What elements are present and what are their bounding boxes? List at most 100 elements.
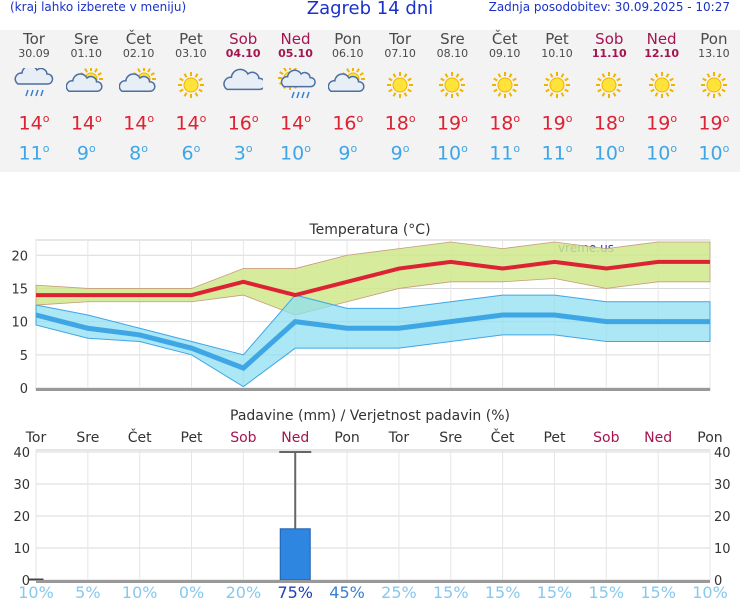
sun-icon xyxy=(485,68,525,102)
precipitation-probability: 15% xyxy=(640,583,676,600)
day-column: Ned 05.10 14o 10o xyxy=(270,30,322,167)
day-column: Sre 08.10 19o 10o xyxy=(426,30,478,167)
min-temp: 9o xyxy=(76,142,96,165)
precipitation-probability: 20% xyxy=(226,583,262,600)
precipitation-day-label: Pon xyxy=(697,430,722,446)
day-name: Čet xyxy=(125,30,152,48)
precipitation-probability: 10% xyxy=(122,583,158,600)
precipitation-y-tick-left: 10 xyxy=(13,542,30,557)
day-name: Ned xyxy=(646,30,677,48)
day-name: Ned xyxy=(280,30,311,48)
temperature-y-tick: 20 xyxy=(11,249,28,264)
min-temp: 11o xyxy=(541,142,573,165)
min-temp: 10o xyxy=(698,142,730,165)
day-date: 08.10 xyxy=(436,47,469,60)
precipitation-y-tick-right: 0 xyxy=(714,574,722,589)
precipitation-day-label: Ned xyxy=(281,430,309,446)
day-name: Sob xyxy=(229,30,258,48)
max-temp: 18o xyxy=(384,112,416,135)
precipitation-y-tick-left: 0 xyxy=(22,574,30,589)
day-date: 01.10 xyxy=(70,47,103,60)
min-temp: 10o xyxy=(593,142,625,165)
precipitation-probability: 10% xyxy=(692,583,728,600)
temperature-baseline xyxy=(36,388,710,391)
min-temp: 9o xyxy=(390,142,410,165)
min-temp: 10o xyxy=(646,142,678,165)
precipitation-day-label: Tor xyxy=(25,430,47,446)
precipitation-day-label: Čet xyxy=(128,428,152,446)
sun-cloud-icon xyxy=(65,67,106,102)
day-column: Pet 03.10 14o 6o xyxy=(165,30,217,167)
precipitation-day-label: Sob xyxy=(230,430,256,446)
max-temp: 19o xyxy=(646,112,678,135)
day-name: Sob xyxy=(595,30,624,48)
page-title: Zagreb 14 dni xyxy=(306,0,434,19)
precipitation-probability: 15% xyxy=(537,583,573,600)
sun-icon xyxy=(642,68,682,102)
precipitation-day-label: Pet xyxy=(181,430,204,446)
min-temp: 10o xyxy=(280,142,311,165)
precipitation-probability: 0% xyxy=(179,583,204,600)
precipitation-probability: 15% xyxy=(589,583,625,600)
day-date: 03.10 xyxy=(175,47,207,60)
day-name: Čet xyxy=(491,30,518,48)
max-temp-band xyxy=(35,241,711,316)
sun-icon xyxy=(589,68,629,102)
temperature-y-tick: 0 xyxy=(20,382,28,397)
precipitation-day-label: Pon xyxy=(334,430,359,446)
max-temp: 14o xyxy=(123,112,155,135)
day-column: Tor 07.10 18o 9o xyxy=(374,30,426,167)
day-date: 09.10 xyxy=(488,47,521,60)
precipitation-probability: 25% xyxy=(381,583,417,600)
min-temp: 11o xyxy=(489,142,521,165)
sun-icon xyxy=(694,68,734,102)
day-column: Čet 09.10 18o 11o xyxy=(479,30,531,167)
min-temp-line xyxy=(35,312,710,371)
max-temp: 19o xyxy=(436,112,468,135)
max-temp: 19o xyxy=(698,112,730,135)
precipitation-probability: 45% xyxy=(329,583,365,600)
precipitation-y-tick-left: 30 xyxy=(13,478,30,493)
precipitation-bar xyxy=(28,578,44,581)
sun-icon xyxy=(537,68,577,102)
day-date: 30.09 xyxy=(18,47,50,60)
day-date: 02.10 xyxy=(122,47,155,60)
day-date: 05.10 xyxy=(278,47,313,60)
sun-cloud-icon xyxy=(118,67,159,102)
day-name: Sre xyxy=(440,30,465,48)
day-date: 12.10 xyxy=(644,47,679,60)
day-column: Pet 10.10 19o 11o xyxy=(531,30,583,167)
max-temp: 14o xyxy=(175,112,207,135)
precipitation-y-tick-right: 40 xyxy=(714,446,731,461)
day-date: 07.10 xyxy=(384,47,416,60)
precipitation-y-tick-right: 30 xyxy=(714,478,731,493)
min-temp: 8o xyxy=(129,142,148,165)
max-temp: 16o xyxy=(332,112,364,135)
day-name: Pon xyxy=(334,30,362,48)
day-column: Pon 06.10 16o 9o xyxy=(322,30,374,167)
precipitation-bar xyxy=(279,528,311,581)
day-column: Tor 30.09 14o 11o xyxy=(8,30,60,167)
precipitation-probability: 15% xyxy=(485,583,521,600)
menu-hint: (kraj lahko izberete v meniju) xyxy=(10,0,187,14)
max-temp: 14o xyxy=(70,112,102,135)
precipitation-day-label: Tor xyxy=(388,430,410,446)
precipitation-y-tick-left: 40 xyxy=(13,446,30,461)
day-date: 11.10 xyxy=(591,47,627,60)
precipitation-day-label: Sre xyxy=(76,430,99,446)
day-name: Pet xyxy=(179,30,203,48)
day-date: 06.10 xyxy=(332,47,364,60)
min-temp-band xyxy=(35,294,711,388)
day-name: Sre xyxy=(74,30,99,48)
precipitation-day-label: Čet xyxy=(491,428,515,446)
precipitation-y-tick-right: 20 xyxy=(714,510,731,525)
day-date: 10.10 xyxy=(541,47,573,60)
day-name: Pet xyxy=(545,30,569,48)
sun-icon xyxy=(380,68,420,102)
day-column: Čet 02.10 14o 8o xyxy=(113,30,165,167)
precipitation-baseline xyxy=(36,580,710,583)
sun-icon xyxy=(171,68,211,102)
day-column: Sob 11.10 18o 10o xyxy=(583,30,635,167)
precipitation-y-tick-right: 10 xyxy=(714,542,731,557)
min-temp: 9o xyxy=(338,142,358,165)
